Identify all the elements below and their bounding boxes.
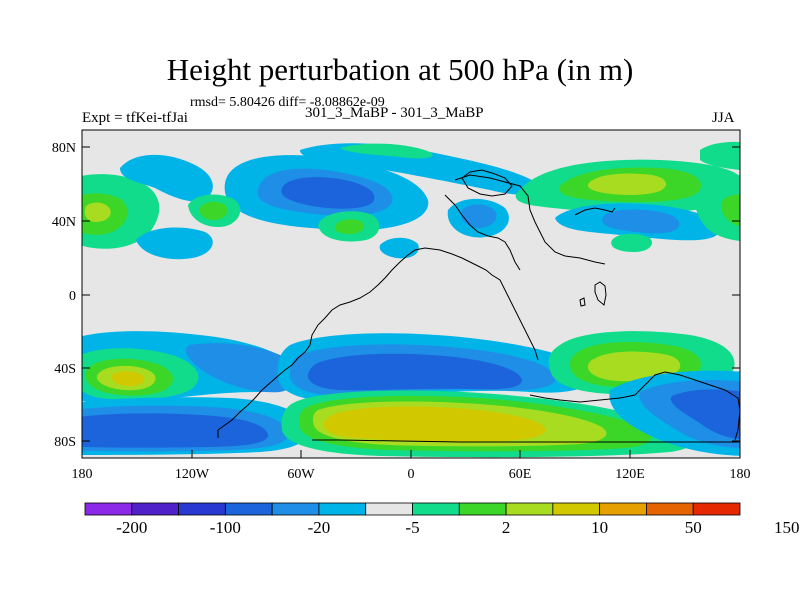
- lon-tick-60e: 60E: [509, 467, 532, 482]
- contour-lightblue-west-south: [136, 227, 213, 260]
- contour-lightblue-central: [379, 237, 419, 259]
- colorbar-swatch: [271, 502, 320, 516]
- contour-ochre-sh-bottom: [323, 406, 546, 442]
- experiment-label: Expt = tfKei-tfJai: [82, 110, 188, 126]
- contour-blue-sh-bottom-west: [82, 413, 268, 448]
- lon-axis: [81, 450, 741, 458]
- stats-text: rmsd= 5.80426 diff= -8.08862e-09: [190, 95, 385, 110]
- colorbar-swatch: [365, 502, 413, 516]
- colorbar-label: 2: [502, 518, 511, 537]
- lat-tick-0: 0: [69, 289, 76, 304]
- colorbar-label: -20: [308, 518, 331, 537]
- contour-ochre-sh-west: [111, 371, 145, 387]
- coastline-antarctica: [312, 439, 740, 443]
- coastline-australia: [529, 371, 740, 441]
- colorbar-swatch: [458, 502, 507, 516]
- contour-midblue-east-mid: [602, 209, 680, 234]
- contour-green-east-small: [611, 233, 653, 252]
- contour-lightblue-arctic: [300, 143, 541, 195]
- colorbar-swatch: [692, 502, 741, 516]
- lon-tick-180e: 180: [730, 467, 751, 482]
- colorbar-label: 10: [591, 518, 608, 537]
- contour-green-pole-right: [700, 141, 740, 171]
- contour-blue-sh-central: [307, 353, 522, 391]
- contour-blue-sh-east-bottom: [670, 389, 740, 440]
- lon-tick-60w: 60W: [287, 467, 315, 482]
- coastline-island-pacific: [594, 281, 607, 306]
- land-outline: [217, 169, 740, 443]
- colorbar-label: 150: [774, 518, 800, 537]
- contour-midblue-sh-west: [185, 343, 299, 393]
- colorbar-swatch: [224, 502, 273, 516]
- colorbar-swatch: [552, 502, 601, 516]
- colorbar-label: -100: [210, 518, 241, 537]
- colorbar-swatch: [131, 502, 179, 516]
- colorbar-label: 50: [685, 518, 702, 537]
- colorbar-swatch: [599, 502, 647, 516]
- coastline-japan: [574, 207, 616, 216]
- coastline-europe: [444, 194, 521, 271]
- contour-lime-mid-small: [334, 219, 365, 234]
- contour-fills: [82, 141, 740, 458]
- experiment-name: 301_3_MaBP - 301_3_MaBP: [305, 105, 484, 121]
- season-label: JJA: [712, 110, 735, 126]
- colorbar-swatch: [505, 502, 554, 516]
- colorbar-swatch: [412, 502, 460, 516]
- coastline-greenland: [461, 169, 513, 197]
- contour-lightblue-west-mid: [120, 154, 213, 202]
- coastline-asia: [454, 174, 606, 265]
- coastline-americas: [217, 247, 539, 438]
- colorbar-swatch: [646, 502, 694, 516]
- lon-tick-120w: 120W: [175, 467, 210, 482]
- contour-yellowgreen-far-west: [84, 202, 111, 222]
- lat-axis: [82, 146, 740, 442]
- coastline-small-east: [579, 297, 586, 307]
- contour-lime-far-east: [721, 194, 740, 227]
- lat-tick-40s: 40S: [54, 362, 76, 377]
- contour-blue-nh-west: [281, 177, 375, 209]
- contour-yellowgreen-nh-east: [587, 173, 667, 196]
- map-title: Height perturbation at 500 hPa (in m): [166, 52, 634, 87]
- colorbar-swatch: [178, 502, 226, 516]
- contour-midblue-asia: [461, 204, 497, 228]
- lon-tick-180w: 180: [72, 467, 93, 482]
- colorbar-swatch: [84, 502, 133, 516]
- colorbar-label: -5: [405, 518, 419, 537]
- lat-tick-80s: 80S: [54, 435, 76, 450]
- colorbar-label: -200: [116, 518, 147, 537]
- colorbar: -200 -100 -20 -5 2 10 50 150: [84, 502, 800, 537]
- lon-tick-120e: 120E: [615, 467, 645, 482]
- contour-lime-west-small: [199, 201, 228, 220]
- lat-tick-40n: 40N: [52, 215, 76, 230]
- lat-tick-80n: 80N: [52, 141, 76, 156]
- lon-tick-0: 0: [408, 467, 415, 482]
- contour-green-arctic: [340, 143, 433, 159]
- colorbar-swatch: [318, 502, 367, 516]
- map-panel: 80N 40N 0 40S 80S 180 120W 60W 0 60E 120…: [52, 129, 751, 482]
